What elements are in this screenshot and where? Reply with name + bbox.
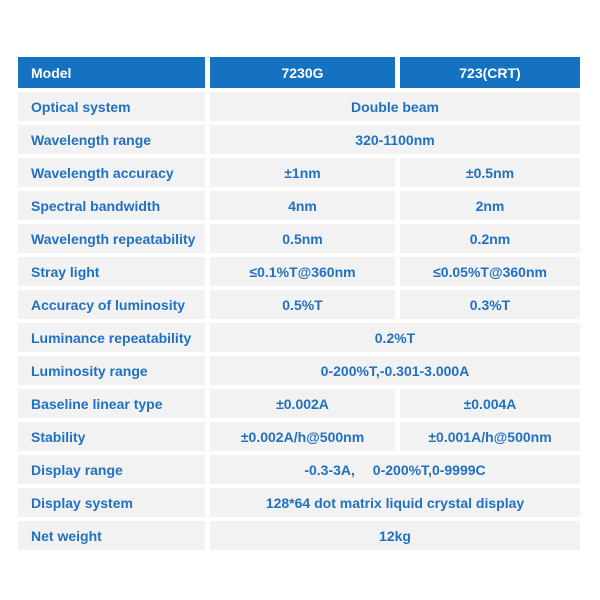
table-row: Baseline linear type ±0.002A ±0.004A <box>18 389 580 418</box>
row-label: Accuracy of luminosity <box>18 290 205 319</box>
specification-table: Model 7230G 723(CRT) Optical system Doub… <box>18 57 580 554</box>
row-value: ±0.002A <box>210 389 395 418</box>
row-value: 12kg <box>210 521 580 550</box>
row-value: 2nm <box>400 191 580 220</box>
header-cell-723crt: 723(CRT) <box>400 57 580 88</box>
row-value: 0.3%T <box>400 290 580 319</box>
row-value: ≤0.05%T@360nm <box>400 257 580 286</box>
row-value: 0.5nm <box>210 224 395 253</box>
row-value: 128*64 dot matrix liquid crystal display <box>210 488 580 517</box>
row-value: -0.3-3A, 0-200%T,0-9999C <box>210 455 580 484</box>
row-label: Display system <box>18 488 205 517</box>
row-value: ±0.002A/h@500nm <box>210 422 395 451</box>
table-row: Stray light ≤0.1%T@360nm ≤0.05%T@360nm <box>18 257 580 286</box>
row-value: 4nm <box>210 191 395 220</box>
row-label: Luminosity range <box>18 356 205 385</box>
table-row: Spectral bandwidth 4nm 2nm <box>18 191 580 220</box>
row-value: 0.2nm <box>400 224 580 253</box>
row-label: Display range <box>18 455 205 484</box>
row-value: ±0.5nm <box>400 158 580 187</box>
table-row: Stability ±0.002A/h@500nm ±0.001A/h@500n… <box>18 422 580 451</box>
table-row: Luminance repeatability 0.2%T <box>18 323 580 352</box>
table-row: Display system 128*64 dot matrix liquid … <box>18 488 580 517</box>
row-label: Optical system <box>18 92 205 121</box>
row-label: Wavelength range <box>18 125 205 154</box>
row-value: ±1nm <box>210 158 395 187</box>
row-label: Baseline linear type <box>18 389 205 418</box>
header-cell-model: Model <box>18 57 205 88</box>
table-row: Wavelength accuracy ±1nm ±0.5nm <box>18 158 580 187</box>
table-row: Accuracy of luminosity 0.5%T 0.3%T <box>18 290 580 319</box>
table-row: Optical system Double beam <box>18 92 580 121</box>
row-label: Stray light <box>18 257 205 286</box>
table-row: Luminosity range 0-200%T,-0.301-3.000A <box>18 356 580 385</box>
row-label: Spectral bandwidth <box>18 191 205 220</box>
row-label: Wavelength accuracy <box>18 158 205 187</box>
row-label: Wavelength repeatability <box>18 224 205 253</box>
row-value: 0.5%T <box>210 290 395 319</box>
row-value: 320-1100nm <box>210 125 580 154</box>
row-value: 0.2%T <box>210 323 580 352</box>
row-label: Stability <box>18 422 205 451</box>
row-label: Luminance repeatability <box>18 323 205 352</box>
row-value: 0-200%T,-0.301-3.000A <box>210 356 580 385</box>
row-value: ≤0.1%T@360nm <box>210 257 395 286</box>
table-row: Wavelength repeatability 0.5nm 0.2nm <box>18 224 580 253</box>
row-label: Net weight <box>18 521 205 550</box>
table-header-row: Model 7230G 723(CRT) <box>18 57 580 88</box>
table-row: Net weight 12kg <box>18 521 580 550</box>
row-value: Double beam <box>210 92 580 121</box>
header-cell-7230g: 7230G <box>210 57 395 88</box>
table-row: Display range -0.3-3A, 0-200%T,0-9999C <box>18 455 580 484</box>
table-row: Wavelength range 320-1100nm <box>18 125 580 154</box>
row-value: ±0.004A <box>400 389 580 418</box>
row-value: ±0.001A/h@500nm <box>400 422 580 451</box>
